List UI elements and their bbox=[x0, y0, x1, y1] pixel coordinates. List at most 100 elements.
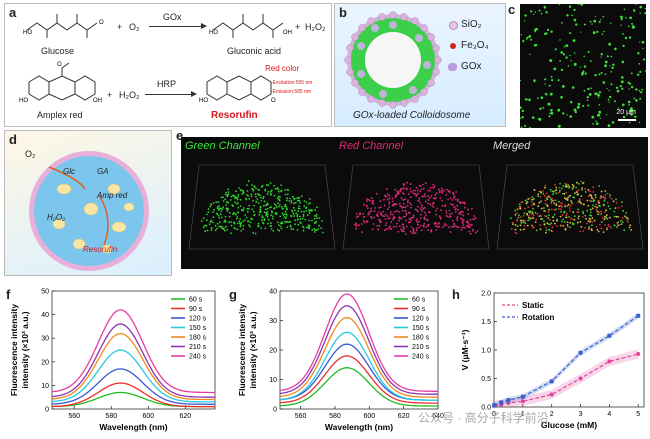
voxel bbox=[405, 213, 408, 216]
green-dot bbox=[630, 85, 634, 89]
voxel bbox=[308, 219, 310, 222]
voxel bbox=[231, 204, 234, 207]
voxel bbox=[404, 215, 406, 218]
voxel bbox=[589, 211, 592, 214]
voxel bbox=[230, 232, 232, 235]
voxel bbox=[255, 195, 257, 198]
voxel bbox=[240, 189, 242, 191]
voxel bbox=[416, 189, 419, 192]
voxel bbox=[281, 222, 284, 225]
voxel bbox=[395, 195, 397, 198]
green-dot bbox=[604, 60, 608, 64]
voxel bbox=[412, 230, 415, 233]
voxel bbox=[267, 218, 270, 221]
voxel bbox=[293, 202, 295, 205]
green-dot bbox=[577, 102, 581, 106]
voxel bbox=[387, 228, 390, 230]
voxel bbox=[608, 225, 611, 228]
d-label-o2: O₂ bbox=[25, 149, 36, 159]
svg-text:OH: OH bbox=[283, 30, 292, 36]
voxel bbox=[425, 225, 428, 228]
green-dot bbox=[571, 14, 573, 17]
voxel bbox=[462, 224, 465, 227]
voxel bbox=[369, 199, 372, 202]
green-dot bbox=[602, 15, 605, 18]
voxel bbox=[531, 196, 534, 198]
voxel bbox=[519, 224, 522, 227]
voxel bbox=[220, 210, 223, 213]
green-dot bbox=[628, 36, 632, 39]
voxel bbox=[257, 225, 260, 228]
voxel bbox=[609, 207, 612, 210]
voxel bbox=[370, 210, 373, 212]
voxel bbox=[406, 201, 409, 204]
fe3o4-legend-dot bbox=[450, 43, 456, 49]
voxel bbox=[228, 211, 231, 214]
voxel bbox=[571, 188, 574, 190]
voxel bbox=[564, 228, 567, 230]
green-dot bbox=[635, 4, 637, 5]
voxel bbox=[429, 211, 431, 214]
green-dot bbox=[620, 18, 623, 21]
voxel bbox=[444, 205, 446, 208]
voxel bbox=[374, 207, 377, 209]
voxel bbox=[399, 190, 402, 192]
voxel bbox=[422, 187, 425, 190]
y-tick-label: 40 bbox=[269, 289, 277, 296]
voxel bbox=[625, 216, 628, 219]
voxel bbox=[242, 220, 244, 223]
voxel bbox=[245, 216, 248, 219]
voxel bbox=[355, 222, 357, 225]
voxel bbox=[571, 201, 573, 204]
voxel bbox=[237, 196, 240, 198]
voxel bbox=[395, 194, 398, 196]
voxel bbox=[455, 191, 458, 193]
voxel bbox=[388, 206, 390, 208]
panel-d-label: d bbox=[9, 132, 17, 147]
gox-legend-icon bbox=[448, 63, 457, 71]
voxel bbox=[227, 191, 230, 193]
render-box bbox=[342, 164, 490, 250]
voxel bbox=[286, 188, 289, 191]
voxel bbox=[289, 197, 291, 200]
voxel bbox=[236, 211, 239, 214]
voxel bbox=[596, 206, 599, 209]
voxel bbox=[533, 203, 536, 206]
voxel bbox=[405, 188, 408, 191]
voxel bbox=[291, 210, 294, 213]
voxel bbox=[424, 200, 427, 203]
voxel bbox=[417, 223, 419, 226]
voxel bbox=[613, 210, 616, 213]
voxel bbox=[311, 228, 314, 231]
legend-label: 150 s bbox=[412, 325, 430, 332]
voxel bbox=[620, 219, 623, 222]
voxel bbox=[277, 188, 280, 191]
voxel bbox=[572, 211, 575, 214]
voxel bbox=[589, 218, 592, 220]
green-dot bbox=[591, 115, 595, 119]
voxel bbox=[242, 224, 245, 227]
voxel bbox=[555, 204, 558, 206]
voxel bbox=[281, 206, 283, 208]
voxel bbox=[389, 217, 391, 219]
voxel bbox=[519, 207, 522, 210]
green-dot bbox=[594, 15, 596, 17]
green-dot bbox=[610, 83, 613, 86]
voxel bbox=[362, 216, 365, 218]
green-dot bbox=[610, 71, 612, 73]
voxel bbox=[590, 228, 593, 231]
green-dot bbox=[588, 93, 592, 96]
svg-text:HO: HO bbox=[23, 30, 32, 36]
voxel bbox=[250, 195, 253, 198]
voxel bbox=[548, 214, 550, 216]
plot-frame bbox=[51, 290, 216, 410]
legend-label: 210 s bbox=[189, 344, 207, 351]
green-dot bbox=[520, 106, 522, 109]
voxel bbox=[233, 221, 235, 224]
y-axis-label-line1: Fluorescence intensity bbox=[9, 304, 19, 396]
voxel bbox=[257, 202, 260, 204]
green-dot bbox=[622, 103, 625, 107]
voxel bbox=[387, 217, 390, 220]
x-tick-label: 620 bbox=[398, 413, 410, 420]
voxel bbox=[572, 222, 574, 224]
